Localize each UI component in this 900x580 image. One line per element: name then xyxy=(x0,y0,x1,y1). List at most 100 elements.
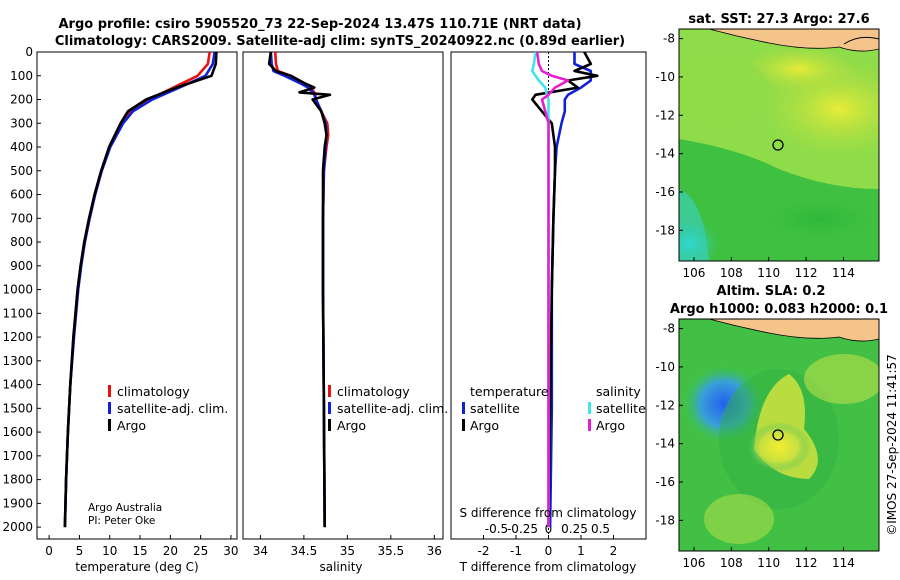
diff-legend-sal-sat: satellite xyxy=(596,401,646,416)
diff-legend-sal-argo-swatch xyxy=(588,419,591,431)
series-line-temperature-argo xyxy=(530,51,599,528)
ytick-label: 700 xyxy=(10,211,33,225)
sal-tick-label: -0.5 xyxy=(485,522,508,536)
salinity-axes xyxy=(242,51,444,540)
sst-map-title: sat. SST: 27.3 Argo: 27.6 xyxy=(688,12,869,27)
xtick-label: 30 xyxy=(223,544,238,558)
legend-satellite: satellite-adj. clim. xyxy=(117,401,228,416)
sal-tick-label: 0.5 xyxy=(591,522,610,536)
xtick-label: 35.5 xyxy=(377,544,404,558)
sal-legend-climatology-swatch xyxy=(328,385,331,397)
map-xtick-label: 110 xyxy=(757,266,780,280)
ytick-label: 800 xyxy=(10,235,33,249)
map-xtick-label: 108 xyxy=(720,266,743,280)
map-ytick-label: -16 xyxy=(655,185,675,199)
ytick-label: 900 xyxy=(10,259,33,273)
xtick-label: 2 xyxy=(610,544,618,558)
ytick-label: 600 xyxy=(10,188,33,202)
diff-legend-temp-sat-swatch xyxy=(462,402,465,414)
xtick-label: 20 xyxy=(163,544,178,558)
ytick-label: 1600 xyxy=(2,425,33,439)
xtick-label: 0 xyxy=(45,544,53,558)
map-ytick-label: -14 xyxy=(655,147,675,161)
diff-legend-sal-header: salinity xyxy=(596,384,641,399)
legend-climatology-swatch xyxy=(108,385,111,397)
legend-climatology: climatology xyxy=(117,384,190,399)
sal-legend-argo: Argo xyxy=(337,418,366,433)
series-line-argo xyxy=(63,51,218,528)
credit-line-2: PI: Peter Oke xyxy=(88,515,155,527)
map-ytick-label: -10 xyxy=(655,70,675,84)
temperature-axes xyxy=(36,51,238,540)
map-ytick-label: -12 xyxy=(655,398,675,412)
xtick-label: -1 xyxy=(510,544,522,558)
temperature-panel: 0100200300400500600700800900100011001200… xyxy=(2,45,238,574)
ytick-label: 1500 xyxy=(2,401,33,415)
sst-map: sat. SST: 27.3 Argo: 27.6 106 108 110 112 11… xyxy=(655,12,880,280)
legend-satellite-swatch xyxy=(108,402,111,414)
ytick-label: 0 xyxy=(25,45,33,59)
title-line-1: Argo profile: csiro 5905520_73 22-Sep-20… xyxy=(58,17,581,32)
map-xtick-label: 108 xyxy=(720,556,743,570)
salinity-difference-label: S difference from climatology xyxy=(460,506,637,520)
ytick-label: 200 xyxy=(10,93,33,107)
xtick-label: -2 xyxy=(478,544,490,558)
diff-legend-temp-sat: satellite xyxy=(470,401,520,416)
map-xtick-label: 114 xyxy=(832,556,855,570)
sst-map-frame xyxy=(678,28,880,262)
map-ytick-label: -8 xyxy=(663,32,675,46)
xtick-label: 0 xyxy=(545,544,553,558)
map-xtick-label: 110 xyxy=(757,556,780,570)
ytick-label: 100 xyxy=(10,69,33,83)
legend-argo-swatch xyxy=(108,419,111,431)
sla-map-title-1: Altim. SLA: 0.2 xyxy=(717,284,826,299)
sal-legend-argo-swatch xyxy=(328,419,331,431)
xtick-label: 1 xyxy=(577,544,585,558)
legend-argo: Argo xyxy=(117,418,146,433)
sal-tick-label: 0 xyxy=(545,522,553,536)
sal-legend-satellite: satellite-adj. clim. xyxy=(337,401,448,416)
sla-float-marker xyxy=(772,429,784,441)
map-ytick-label: -14 xyxy=(655,437,675,451)
ytick-label: 1200 xyxy=(2,330,33,344)
sla-map-frame xyxy=(678,318,880,552)
sla-map: Altim. SLA: 0.2 Argo h1000: 0.083 h2000:… xyxy=(655,284,888,570)
ytick-label: 1400 xyxy=(2,378,33,392)
difference-legend: temperature satellite Argo salinity sate… xyxy=(462,384,646,433)
sal-legend-satellite-swatch xyxy=(328,402,331,414)
sla-map-title-2: Argo h1000: 0.083 h2000: 0.1 xyxy=(670,302,888,317)
xtick-label: 35 xyxy=(340,544,355,558)
map-xtick-label: 106 xyxy=(683,266,706,280)
map-ytick-label: -18 xyxy=(655,223,675,237)
xtick-label: 25 xyxy=(193,544,208,558)
map-xtick-label: 114 xyxy=(832,266,855,280)
map-xtick-label: 112 xyxy=(795,556,818,570)
title-line-2: Climatology: CARS2009. Satellite-adj cli… xyxy=(55,34,625,49)
sst-float-marker xyxy=(772,139,784,151)
ytick-label: 1300 xyxy=(2,354,33,368)
series-line-salinity-argo xyxy=(535,51,570,528)
salinity-panel: 34 34.5 35 35.5 36 salinity climatology sate… xyxy=(242,51,448,574)
xtick-label: 34.5 xyxy=(291,544,318,558)
map-xtick-label: 112 xyxy=(795,266,818,280)
profile-legend: climatology satellite-adj. clim. Argo xyxy=(108,384,228,433)
xtick-label: 5 xyxy=(76,544,84,558)
sal-tick-label: 0.25 xyxy=(561,522,588,536)
series-line-argo xyxy=(267,51,332,528)
ytick-label: 1800 xyxy=(2,473,33,487)
ytick-label: 1000 xyxy=(2,283,33,297)
copyright: ©IMOS 27-Sep-2024 11:41:57 xyxy=(885,354,899,536)
difference-xlabel: T difference from climatology xyxy=(459,560,637,574)
sal-tick-label: -0.25 xyxy=(507,522,538,536)
diff-legend-sal-sat-swatch xyxy=(588,402,591,414)
xtick-label: 15 xyxy=(132,544,147,558)
salinity-xlabel: salinity xyxy=(319,560,362,574)
ytick-label: 1900 xyxy=(2,496,33,510)
xtick-label: 10 xyxy=(102,544,117,558)
xtick-label: 36 xyxy=(427,544,442,558)
ytick-label: 1700 xyxy=(2,449,33,463)
diff-legend-temp-argo-swatch xyxy=(462,419,465,431)
map-ytick-label: -10 xyxy=(655,360,675,374)
map-ytick-label: -16 xyxy=(655,475,675,489)
